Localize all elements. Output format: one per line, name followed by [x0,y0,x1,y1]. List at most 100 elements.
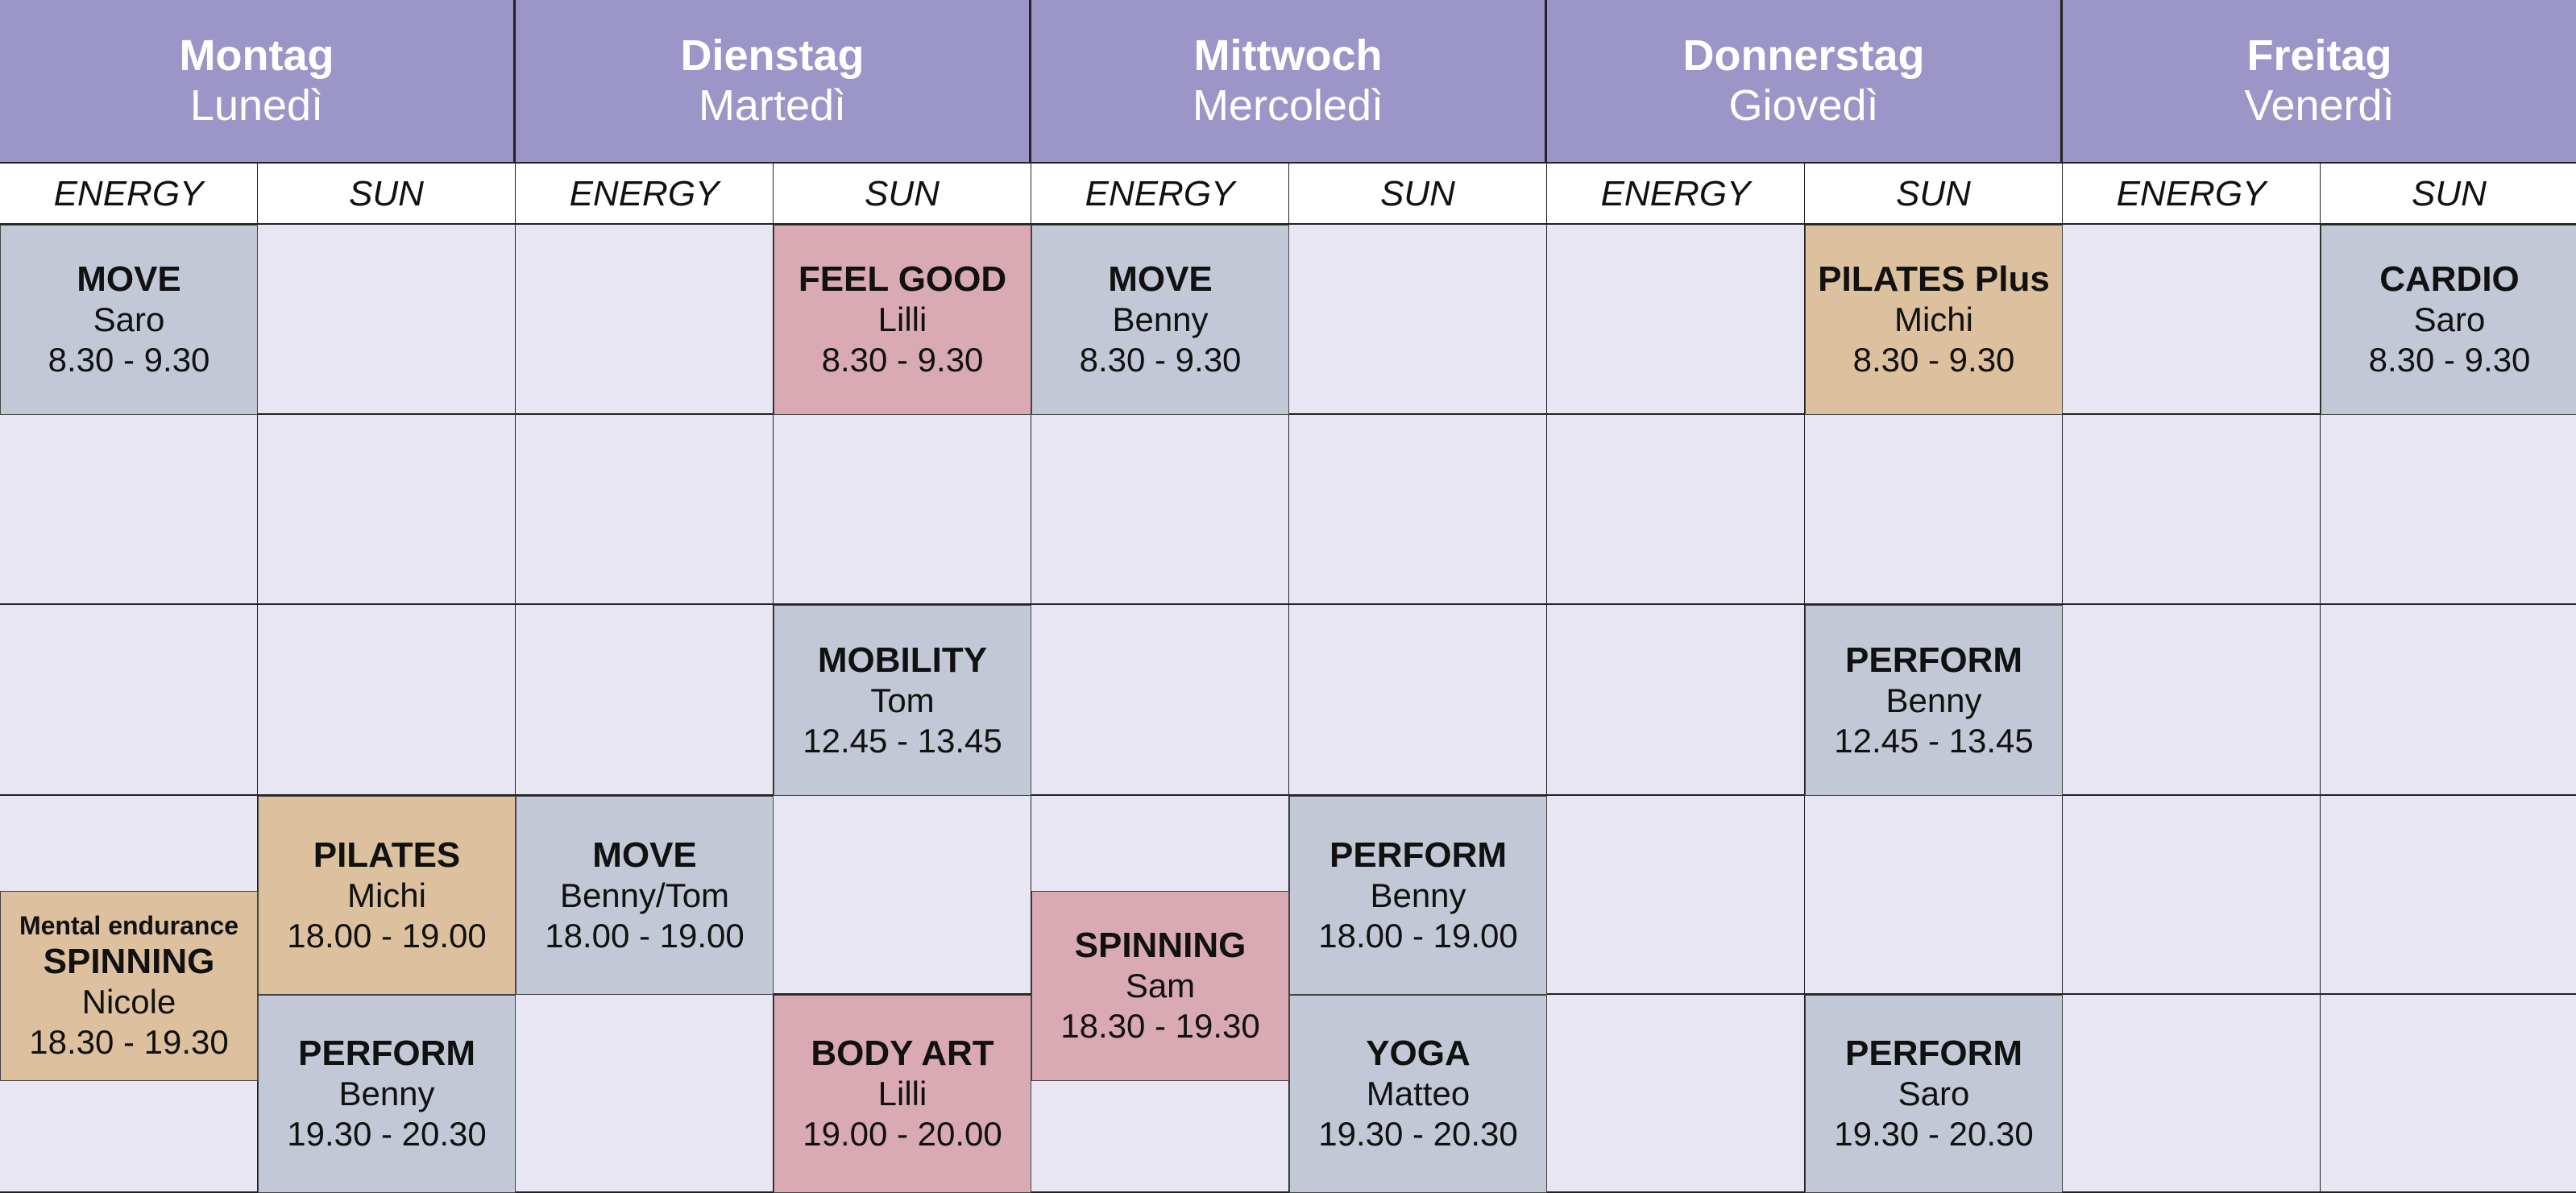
day-name-de: Freitag [2246,31,2392,80]
schedule-cell[interactable] [516,995,774,1193]
class-time: 19.00 - 20.00 [803,1115,1002,1153]
schedule-cell[interactable] [2063,995,2321,1193]
class-time: 18.00 - 19.00 [287,916,487,955]
schedule-cell[interactable] [1547,415,1805,605]
class-title: FEEL GOOD [798,259,1007,299]
class-instructor: Saro [2413,300,2486,338]
class-instructor: Saro [1898,1075,1970,1112]
class-title: PILATES [313,835,461,875]
class-block[interactable]: FEEL GOOD Lilli 8.30 - 9.30 [774,225,1031,415]
schedule-cell[interactable] [2321,415,2576,605]
class-time: 18.30 - 19.30 [1060,1007,1260,1045]
day-name-it: Venerdì [2244,81,2395,130]
day-name-de: Montag [179,31,334,80]
class-block[interactable]: SPINNING Sam 18.30 - 19.30 [1031,891,1289,1081]
schedule-cell[interactable] [258,225,516,415]
schedule-cell[interactable] [516,225,774,415]
class-time: 8.30 - 9.30 [2368,341,2531,379]
class-time: 12.45 - 13.45 [1834,721,2034,760]
class-block[interactable]: BODY ART Lilli 19.00 - 20.00 [774,995,1031,1193]
class-time: 8.30 - 9.30 [1852,341,2015,379]
class-block[interactable]: PILATES Michi 18.00 - 19.00 [258,796,516,995]
schedule-cell[interactable] [2321,605,2576,796]
class-block[interactable]: MOVE Benny 8.30 - 9.30 [1031,225,1289,415]
schedule-cell[interactable] [1289,225,1547,415]
schedule-cell[interactable] [258,605,516,796]
schedule-cell[interactable] [2063,225,2321,415]
day-header-donnerstag: Donnerstag Giovedì [1547,0,2063,164]
room-header-sun: SUN [774,164,1031,225]
class-title: SPINNING [1074,926,1247,965]
class-block[interactable]: PERFORM Benny 18.00 - 19.00 [1289,796,1547,995]
day-name-it: Giovedì [1728,81,1879,130]
schedule-cell[interactable] [1289,605,1547,796]
schedule-cell[interactable] [774,796,1031,995]
room-header-sun: SUN [1289,164,1547,225]
schedule-cell[interactable] [774,415,1031,605]
schedule-cell[interactable] [0,415,258,605]
schedule-cell[interactable] [2063,605,2321,796]
class-title: PERFORM [1845,640,2022,680]
room-header-energy: ENERGY [0,164,258,225]
class-block[interactable]: PILATES Plus Michi 8.30 - 9.30 [1805,225,2063,415]
schedule-cell[interactable] [1547,225,1805,415]
schedule-cell[interactable] [1805,415,2063,605]
room-header-energy: ENERGY [1547,164,1805,225]
class-block[interactable]: PERFORM Benny 12.45 - 13.45 [1805,605,2063,796]
schedule-cell[interactable] [516,415,774,605]
schedule-cell[interactable] [2063,415,2321,605]
schedule-cell[interactable] [2321,796,2576,995]
class-title: PERFORM [1329,835,1507,875]
class-instructor: Matteo [1366,1075,1471,1112]
room-header-energy: ENERGY [2063,164,2321,225]
day-name-it: Martedì [698,81,847,130]
schedule-cell[interactable] [1547,995,1805,1193]
day-name-it: Lunedì [189,81,324,130]
class-instructor: Sam [1125,967,1196,1005]
class-instructor: Benny/Tom [559,876,730,914]
room-header-sun: SUN [1805,164,2063,225]
schedule-cell[interactable] [1289,415,1547,605]
class-block[interactable]: PERFORM Saro 19.30 - 20.30 [1805,995,2063,1193]
schedule-cell[interactable] [516,605,774,796]
class-block[interactable]: MOBILITY Tom 12.45 - 13.45 [774,605,1031,796]
class-time: 8.30 - 9.30 [821,341,984,379]
day-name-it: Mercoledì [1192,81,1384,130]
schedule-cell[interactable] [1805,796,2063,995]
class-time: 8.30 - 9.30 [48,341,210,379]
class-block[interactable]: MOVE Benny/Tom 18.00 - 19.00 [516,796,774,995]
schedule-cell[interactable] [1547,605,1805,796]
class-instructor: Tom [870,681,935,719]
day-header-montag: Montag Lunedì [0,0,516,164]
schedule-cell[interactable] [1031,415,1289,605]
schedule-cell[interactable] [2063,796,2321,995]
class-instructor: Saro [93,300,165,338]
day-header-freitag: Freitag Venerdì [2063,0,2576,164]
schedule-cell[interactable] [0,605,258,796]
class-time: 19.30 - 20.30 [287,1115,487,1153]
day-header-dienstag: Dienstag Martedì [516,0,1031,164]
class-instructor: Michi [1894,300,1973,338]
schedule-cell[interactable] [2321,995,2576,1193]
schedule-cell[interactable] [0,995,258,1193]
schedule-cell[interactable] [258,415,516,605]
class-block[interactable]: Mental endurance SPINNING Nicole 18.30 - 19… [0,891,258,1081]
class-title: MOBILITY [817,640,988,680]
class-block[interactable]: CARDIO Saro 8.30 - 9.30 [2321,225,2576,415]
class-title: BODY ART [811,1034,994,1073]
class-title: PERFORM [1845,1034,2022,1073]
class-time: 12.45 - 13.45 [803,721,1002,760]
class-title: PERFORM [298,1034,475,1073]
class-time: 18.00 - 19.00 [1318,916,1518,955]
class-instructor: Lilli [877,300,927,338]
class-time: 18.30 - 19.30 [29,1023,229,1061]
schedule-cell[interactable] [1547,796,1805,995]
room-header-energy: ENERGY [1031,164,1289,225]
class-block[interactable]: MOVE Saro 8.30 - 9.30 [0,225,258,415]
class-block[interactable]: PERFORM Benny 19.30 - 20.30 [258,995,516,1193]
class-block[interactable]: YOGA Matteo 19.30 - 20.30 [1289,995,1547,1193]
schedule-cell[interactable] [1031,995,1289,1193]
schedule-cell[interactable] [1031,605,1289,796]
class-title: MOVE [1108,259,1213,299]
